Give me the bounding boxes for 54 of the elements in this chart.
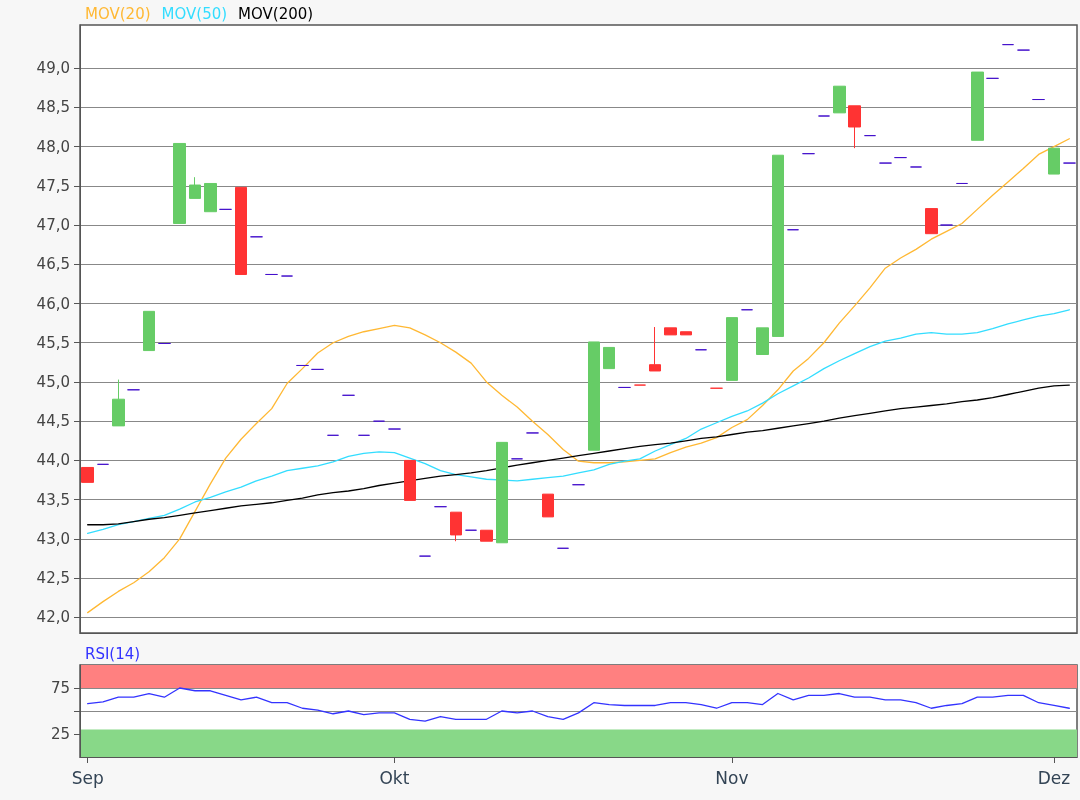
y-tick-label: 44,0 bbox=[36, 451, 70, 470]
line-series bbox=[87, 309, 1070, 535]
candlestick bbox=[772, 154, 784, 337]
candlestick bbox=[542, 493, 554, 518]
candlestick bbox=[833, 85, 846, 114]
y-tick-label: 45,0 bbox=[36, 372, 70, 391]
candlestick bbox=[680, 331, 692, 336]
candlestick bbox=[496, 441, 508, 544]
text: RSI(14) bbox=[85, 644, 141, 663]
y-tick-label: 46,5 bbox=[36, 255, 70, 274]
candlestick bbox=[189, 176, 201, 199]
line-series bbox=[87, 384, 1070, 526]
y-tick-label: 48,5 bbox=[36, 98, 70, 117]
candlestick bbox=[1048, 147, 1060, 175]
y-tick-label: 25 bbox=[50, 725, 70, 743]
x-tick-label: Okt bbox=[379, 767, 410, 788]
x-tick-label: Sep bbox=[71, 767, 104, 788]
candlestick bbox=[664, 327, 677, 336]
y-tick-label: 44,5 bbox=[36, 412, 70, 431]
candlestick bbox=[588, 341, 600, 451]
candlestick bbox=[480, 529, 493, 542]
candlestick bbox=[450, 511, 462, 542]
candlestick bbox=[848, 105, 861, 149]
candlestick bbox=[726, 317, 738, 381]
y-tick-label: 75 bbox=[50, 679, 70, 697]
x-tick-label: Nov bbox=[715, 767, 749, 788]
candlestick bbox=[756, 327, 769, 355]
candlestick bbox=[173, 142, 186, 224]
candlestick bbox=[112, 379, 125, 427]
y-tick-label: 46,0 bbox=[36, 294, 70, 313]
x-tick-label: Dez bbox=[1037, 767, 1071, 788]
y-tick-label: 48,0 bbox=[36, 137, 70, 156]
text: MOV(50) bbox=[161, 4, 228, 23]
candlestick bbox=[81, 466, 94, 483]
text: MOV(200) bbox=[238, 4, 314, 23]
line-series bbox=[87, 138, 1070, 614]
y-tick-label: 45,5 bbox=[36, 333, 70, 352]
candlestick bbox=[603, 346, 615, 370]
candlestick bbox=[925, 208, 938, 235]
candlestick bbox=[404, 459, 416, 501]
candlestick bbox=[971, 71, 984, 141]
y-tick-label: 49,0 bbox=[36, 59, 70, 78]
y-tick-label: 43,0 bbox=[36, 529, 70, 548]
y-tick-label: 42,0 bbox=[36, 608, 70, 627]
candlestick bbox=[204, 182, 217, 213]
y-tick-label: 47,5 bbox=[36, 176, 70, 195]
y-tick-label: 47,0 bbox=[36, 216, 70, 235]
candlestick bbox=[143, 310, 155, 352]
y-tick-label: 43,5 bbox=[36, 490, 70, 509]
y-tick-label: 42,5 bbox=[36, 569, 70, 588]
line-series bbox=[87, 687, 1070, 722]
text: MOV(20) bbox=[85, 4, 151, 23]
candlestick bbox=[649, 326, 661, 372]
candlestick bbox=[235, 186, 247, 275]
